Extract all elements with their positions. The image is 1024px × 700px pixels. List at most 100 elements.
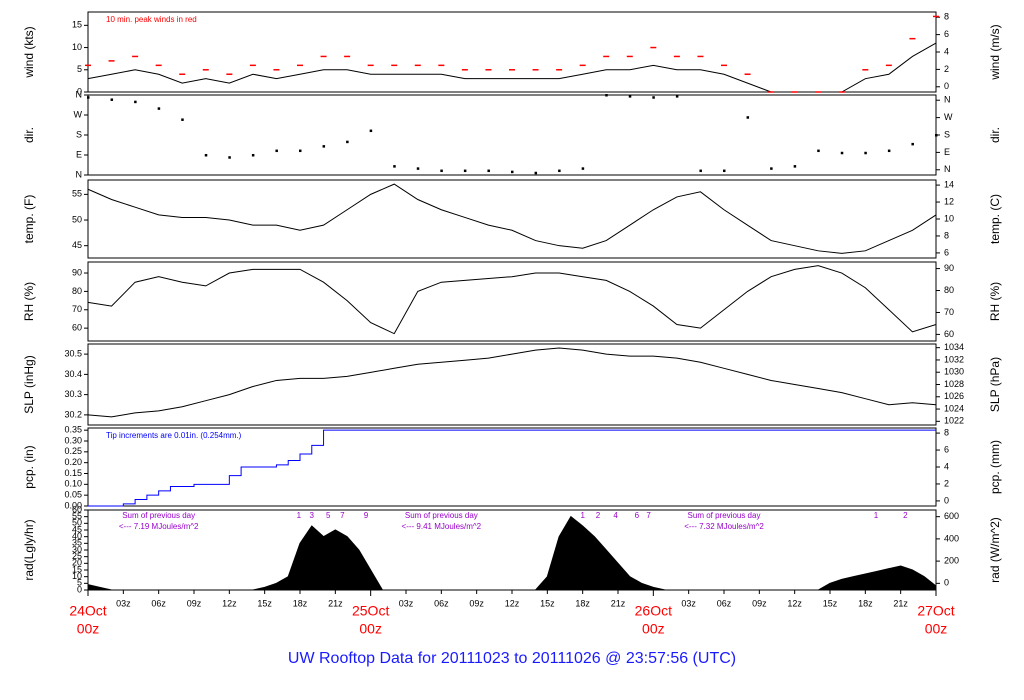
x-date-time-label: 00z — [925, 621, 948, 637]
temp-right-tick-label: 6 — [944, 247, 949, 257]
wind-left-tick-label: 5 — [77, 64, 82, 74]
rad-hour-mark: 6 — [635, 511, 640, 520]
temp-left-axis-label: temp. (F) — [22, 195, 36, 244]
dir-point — [369, 129, 373, 133]
dir-point — [935, 134, 938, 137]
dir-left-tick-label: N — [76, 89, 83, 99]
dir-point — [534, 171, 538, 175]
dir-point — [911, 142, 914, 146]
dir-point — [605, 94, 608, 97]
rad-right-axis-label: rad (W/m^2) — [988, 517, 1002, 583]
rad-hour-mark: 5 — [326, 511, 331, 520]
x-hour-tick-label: 09z — [469, 598, 484, 608]
x-hour-tick-label: 15z — [257, 598, 272, 608]
x-hour-tick-label: 12z — [505, 598, 520, 608]
dir-point — [181, 118, 184, 121]
dir-point — [87, 96, 90, 99]
wind-right-tick-label: 2 — [944, 64, 949, 74]
wind-left-tick-label: 0 — [77, 86, 82, 96]
temp-frame — [87, 179, 937, 259]
dir-point — [346, 140, 349, 144]
pcp-left-tick-label: 0.30 — [64, 435, 82, 445]
x-hour-tick-label: 21z — [328, 598, 343, 608]
slp-line — [87, 347, 937, 418]
slp-left-tick-label: 30.3 — [64, 389, 82, 399]
dir-point — [887, 149, 891, 153]
dir-point — [770, 167, 773, 170]
x-hour-tick-label: 06z — [151, 598, 166, 608]
pcp-left-tick-label: 0.05 — [64, 490, 82, 500]
pcp-right-tick-label: 2 — [944, 478, 949, 488]
rad-left-tick-label: 55 — [72, 511, 82, 521]
dir-point — [110, 98, 114, 101]
rad-hour-mark: 2 — [903, 511, 908, 520]
x-hour-tick-label: 03z — [399, 598, 414, 608]
rh-right-tick-label: 80 — [944, 285, 954, 295]
rad-right-tick-label: 400 — [944, 533, 959, 543]
wind-right-tick-label: 8 — [944, 12, 949, 22]
dir-point — [746, 116, 750, 119]
rad-hour-mark: 1 — [580, 511, 585, 520]
rh-left-tick-label: 80 — [72, 286, 82, 296]
dir-point — [511, 170, 514, 174]
slp-right-tick-label: 1024 — [944, 403, 964, 413]
dir-left-tick-label: W — [74, 109, 83, 119]
wind-left-axis-label: wind (kts) — [22, 26, 36, 78]
rad-day-note-line1: Sum of previous day — [122, 511, 195, 520]
dir-point — [723, 169, 726, 173]
rad-left-tick-label: 20 — [72, 558, 82, 568]
dir-point — [275, 149, 278, 153]
dir-point — [463, 169, 467, 173]
dir-point — [793, 165, 797, 168]
wind-right-tick-label: 6 — [944, 29, 949, 39]
rad-left-tick-label: 15 — [72, 564, 82, 574]
rh-line — [87, 265, 937, 335]
dir-point — [864, 151, 867, 155]
slp-frame — [87, 343, 937, 426]
temp-left-tick-label: 45 — [72, 240, 82, 250]
rad-left-tick-label: 35 — [72, 538, 82, 548]
rad-left-tick-label: 40 — [72, 531, 82, 541]
rad-right-tick-label: 600 — [944, 511, 959, 521]
rad-left-tick-label: 60 — [72, 504, 82, 514]
temp-right-axis-label: temp. (C) — [988, 194, 1002, 244]
rh-frame — [87, 261, 937, 342]
temp-left-tick-label: 55 — [72, 189, 82, 199]
pcp-left-tick-label: 0.35 — [64, 425, 82, 435]
rad-hour-mark: 9 — [364, 511, 369, 520]
dir-point — [204, 154, 208, 157]
temp-left-tick-label: 50 — [72, 214, 82, 224]
wind-left-tick-label: 15 — [72, 20, 82, 30]
dir-right-tick-label: N — [944, 95, 951, 105]
pcp-left-tick-label: 0.00 — [64, 500, 82, 510]
rh-right-tick-label: 90 — [944, 263, 954, 273]
x-date-time-label: 00z — [77, 621, 100, 637]
x-date-label: 24Oct — [69, 603, 106, 619]
rad-frame — [87, 509, 937, 591]
dir-frame — [87, 94, 937, 176]
pcp-line — [88, 429, 936, 507]
x-hour-tick-label: 21z — [611, 598, 626, 608]
dir-point — [840, 151, 844, 155]
dir-right-tick-label: S — [944, 129, 950, 139]
dir-point — [558, 169, 561, 173]
dir-point — [487, 169, 490, 173]
rh-left-tick-label: 70 — [72, 304, 82, 314]
x-hour-tick-label: 18z — [858, 598, 873, 608]
rad-left-tick-label: 25 — [72, 551, 82, 561]
pcp-right-axis-label: pcp. (mm) — [988, 440, 1002, 494]
rad-left-tick-label: 50 — [72, 518, 82, 528]
dir-right-tick-label: N — [944, 164, 951, 174]
rad-right-tick-label: 0 — [944, 578, 949, 588]
dir-point — [652, 96, 655, 99]
x-hour-tick-label: 21z — [893, 598, 908, 608]
dir-right-tick-label: E — [944, 147, 950, 157]
dir-left-axis-label: dir. — [22, 127, 36, 143]
slp-right-tick-label: 1028 — [944, 379, 964, 389]
dir-right-axis-label: dir. — [988, 127, 1002, 143]
dir-point — [251, 154, 255, 157]
rad-left-axis-label: rad(Lgly/hr) — [22, 519, 36, 580]
rad-left-tick-label: 5 — [77, 578, 82, 588]
dir-point — [393, 165, 396, 168]
temp-right-tick-label: 12 — [944, 196, 954, 206]
